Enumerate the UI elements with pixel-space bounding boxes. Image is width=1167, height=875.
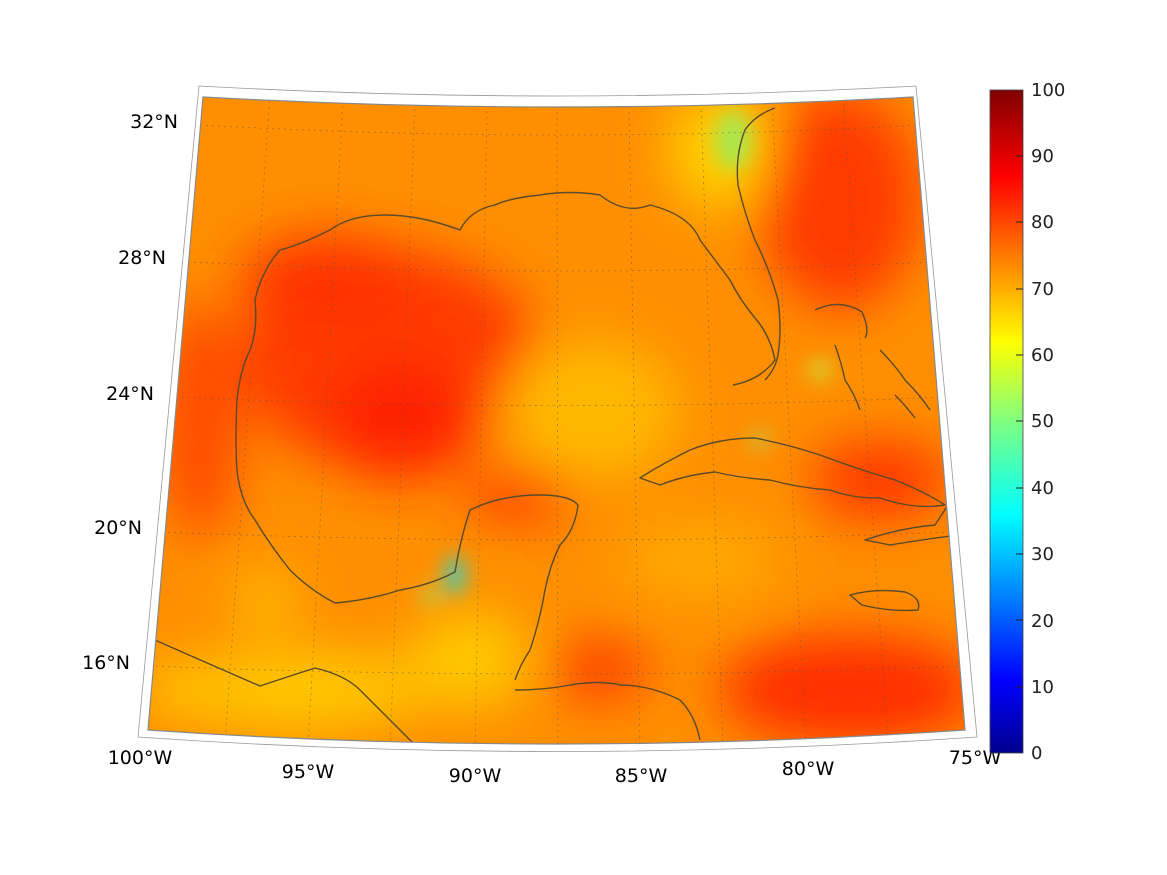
colorbar-tick-100: 100 bbox=[1031, 80, 1065, 101]
colorbar-tick-40: 40 bbox=[1031, 478, 1054, 499]
jamaica bbox=[849, 589, 920, 612]
colorbar-tick-0: 0 bbox=[1031, 743, 1042, 764]
map-outer-frame bbox=[137, 85, 978, 752]
latitude-labels: 32°N 28°N 24°N 20°N 16°N bbox=[82, 111, 178, 674]
colorbar-tick-10: 10 bbox=[1031, 677, 1054, 698]
lat-label-28: 28°N bbox=[118, 247, 166, 269]
central-america-caribbean bbox=[514, 681, 701, 741]
lon-label-85: 85°W bbox=[615, 765, 668, 787]
lon-label-90: 90°W bbox=[449, 765, 502, 787]
longitude-labels: 100°W 95°W 90°W 85°W 80°W 75°W bbox=[108, 747, 1002, 787]
colorbar-tick-20: 20 bbox=[1031, 611, 1054, 632]
cuba bbox=[639, 437, 946, 508]
colorbar-tick-90: 90 bbox=[1031, 146, 1054, 167]
colorbar-tick-30: 30 bbox=[1031, 544, 1054, 565]
lon-label-100: 100°W bbox=[108, 747, 173, 769]
colorbar-tick-70: 70 bbox=[1031, 279, 1054, 300]
graticule bbox=[149, 97, 963, 744]
central-america-pacific bbox=[154, 639, 416, 744]
colorbar-tick-50: 50 bbox=[1031, 411, 1054, 432]
lon-label-80: 80°W bbox=[782, 758, 835, 780]
colorbar-tick-marks bbox=[1016, 155, 1023, 688]
colorbar-tick-80: 80 bbox=[1031, 212, 1054, 233]
florida-east-coast bbox=[736, 107, 781, 381]
heat-field bbox=[148, 97, 965, 744]
bahamas bbox=[814, 303, 931, 419]
lat-label-16: 16°N bbox=[82, 652, 130, 674]
gulf-coast bbox=[235, 191, 776, 681]
colorbar-tick-60: 60 bbox=[1031, 345, 1054, 366]
lon-label-75: 75°W bbox=[949, 747, 1002, 769]
lat-label-20: 20°N bbox=[94, 517, 142, 539]
colorbar: 100 90 80 70 60 50 40 30 20 10 0 bbox=[989, 80, 1065, 764]
lat-label-24: 24°N bbox=[106, 383, 154, 405]
lon-label-95: 95°W bbox=[282, 761, 335, 783]
coastlines bbox=[154, 107, 959, 744]
lat-label-32: 32°N bbox=[130, 111, 178, 133]
map-frame bbox=[147, 96, 966, 745]
